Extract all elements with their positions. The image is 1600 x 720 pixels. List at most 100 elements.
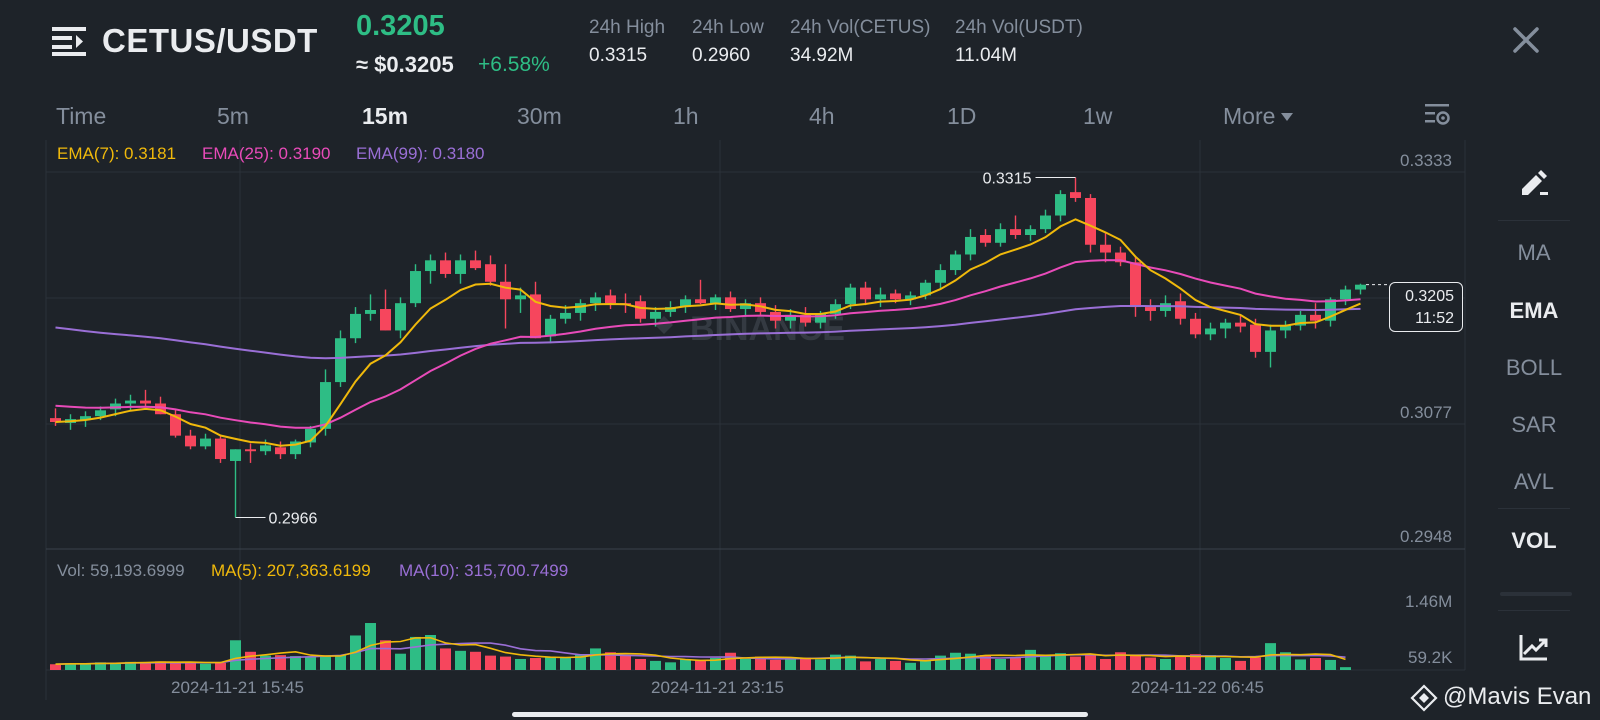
legend-ema7: EMA(7): 0.3181 xyxy=(57,144,177,163)
candle-body xyxy=(530,294,541,339)
draw-pencil-icon[interactable] xyxy=(1518,167,1550,197)
menu-icon[interactable] xyxy=(52,26,86,56)
candle-body xyxy=(755,303,766,312)
candle-body xyxy=(1100,244,1111,253)
candle-body xyxy=(170,414,181,436)
close-icon[interactable] xyxy=(1510,24,1542,56)
volume-bar xyxy=(710,658,721,670)
volume-bar xyxy=(320,656,331,670)
volume-bar xyxy=(1115,652,1126,670)
candle-body xyxy=(1310,314,1321,321)
candle-body xyxy=(815,313,826,323)
tab-time[interactable]: Time xyxy=(56,103,107,129)
volume-bar xyxy=(560,657,571,670)
volume-bar xyxy=(140,662,151,670)
volume-bar xyxy=(515,658,526,670)
volume-bar xyxy=(545,656,556,670)
tab-more-label: More xyxy=(1223,103,1276,129)
volume-bar xyxy=(1055,653,1066,670)
chart-settings-icon[interactable] xyxy=(1424,101,1452,129)
stat-24h-low-label: 24h Low xyxy=(692,17,764,38)
candle-body xyxy=(665,307,676,312)
indicator-avl[interactable]: AVL xyxy=(1514,469,1554,494)
high-price-label: 0.3315 xyxy=(983,171,1032,188)
volume-bar xyxy=(665,662,676,670)
candle-body xyxy=(545,318,556,337)
candle-body xyxy=(1010,229,1021,235)
tab-1d[interactable]: 1D xyxy=(947,103,977,129)
legend-ema99: EMA(99): 0.3180 xyxy=(356,144,485,163)
tab-1w[interactable]: 1w xyxy=(1083,103,1113,129)
volume-bar xyxy=(500,656,511,670)
approx-usd-price: ≈ $0.3205 xyxy=(356,52,454,77)
price-axis-label: 0.3077 xyxy=(1400,403,1452,422)
volume-bar xyxy=(605,652,616,670)
vol-ma5-line xyxy=(55,636,1346,665)
volume-bar xyxy=(860,661,871,670)
candle-body xyxy=(905,295,916,300)
candle-body xyxy=(935,270,946,283)
indicator-boll[interactable]: BOLL xyxy=(1505,355,1563,380)
volume-bar xyxy=(1010,657,1021,670)
candle-body xyxy=(1055,194,1066,216)
indicator-sar[interactable]: SAR xyxy=(1511,412,1557,437)
caret-down-icon xyxy=(1281,113,1294,121)
stat-24h-vol-quote-value: 11.04M xyxy=(955,45,1017,66)
candle-body xyxy=(290,441,301,455)
candle-body xyxy=(380,309,391,331)
candle-body xyxy=(365,310,376,314)
candle-body xyxy=(1340,289,1351,300)
candle-body xyxy=(890,293,901,300)
volume-bar xyxy=(170,662,181,670)
tab-30m[interactable]: 30m xyxy=(517,103,562,129)
high-low-annotations: 0.3315 0.2966 xyxy=(235,171,1076,527)
tab-1h[interactable]: 1h xyxy=(673,103,699,129)
trading-pair-title[interactable]: CETUS/USDT xyxy=(102,22,318,59)
volume-bar xyxy=(95,662,106,670)
candle-body xyxy=(650,311,661,319)
indicator-ma[interactable]: MA xyxy=(1517,240,1551,265)
candle-body xyxy=(1085,197,1096,245)
candle-body xyxy=(125,400,136,404)
volume-bar xyxy=(380,640,391,670)
candle-body xyxy=(320,382,331,429)
tab-15m[interactable]: 15m xyxy=(362,103,409,129)
volume-bar xyxy=(185,662,196,670)
candle-body xyxy=(350,313,361,339)
tab-more[interactable]: More xyxy=(1223,103,1294,130)
indicator-ema[interactable]: EMA xyxy=(1509,298,1559,323)
current-price-value: 0.3205 xyxy=(1405,288,1454,305)
volume-axis-label: 59.2K xyxy=(1408,648,1453,667)
volume-bar xyxy=(65,663,76,670)
volume-bar xyxy=(1100,658,1111,670)
indicator-vol[interactable]: VOL xyxy=(1511,528,1557,553)
volume-bar xyxy=(80,663,91,670)
price-change-percent: +6.58% xyxy=(478,53,550,76)
tab-5m[interactable]: 5m xyxy=(217,103,249,129)
chart-trend-icon[interactable] xyxy=(1518,632,1550,662)
candle-body xyxy=(455,260,466,274)
candle-body xyxy=(50,418,61,423)
volume-bar xyxy=(470,651,481,670)
volume-bar xyxy=(200,663,211,670)
candle-body xyxy=(95,410,106,417)
volume-bar xyxy=(755,656,766,670)
candle-body xyxy=(200,438,211,447)
candle-body xyxy=(920,282,931,296)
candle-body xyxy=(575,303,586,313)
candle-body xyxy=(230,449,241,461)
volume-bar xyxy=(1340,667,1351,670)
tab-4h[interactable]: 4h xyxy=(809,103,835,129)
volume-bar xyxy=(110,662,121,670)
volume-bar xyxy=(365,623,376,670)
candle-body xyxy=(140,400,151,404)
volume-bar xyxy=(980,655,991,670)
candle-body xyxy=(185,435,196,447)
candle-body xyxy=(1295,314,1306,326)
candle-body xyxy=(1235,322,1246,327)
candle-body xyxy=(1250,324,1261,352)
candle-countdown: 11:52 xyxy=(1415,310,1454,327)
volume-bar xyxy=(965,653,976,670)
candle-body xyxy=(155,403,166,415)
